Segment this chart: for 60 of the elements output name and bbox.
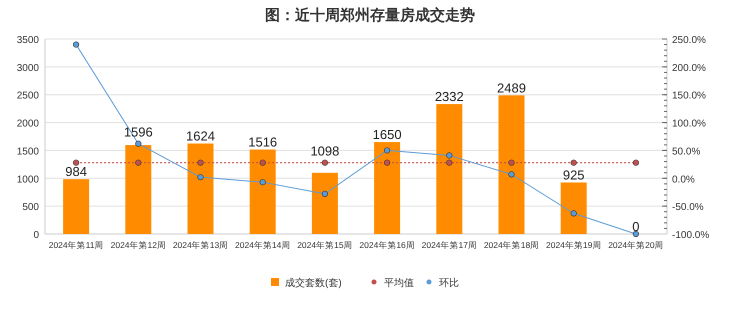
y-tick-label: 3500	[16, 35, 40, 46]
y-tick-label: 1000	[16, 174, 40, 186]
x-tick-label: 2024年第16周	[359, 240, 415, 250]
y2-tick-label: -50.0%	[672, 202, 704, 214]
point	[135, 140, 142, 147]
x-tick-label: 2024年第17周	[422, 240, 477, 250]
bar	[498, 95, 524, 234]
y-tick-label: 2500	[16, 90, 40, 102]
data-label: 1516	[248, 134, 278, 150]
chart-title: 图：近十周郑州存量房成交走势	[265, 6, 475, 24]
y2-tick-label: 200.0%	[672, 62, 706, 74]
bar	[250, 150, 276, 234]
x-tick-label: 2024年第15周	[297, 240, 353, 250]
legend-label: 平均值	[384, 277, 414, 289]
y2-tick-label: 100.0%	[672, 118, 706, 130]
legend-label: 环比	[439, 277, 459, 289]
bar	[560, 182, 587, 234]
point	[570, 210, 577, 216]
y2-tick-label: 250.0%	[672, 35, 706, 46]
data-label: 1098	[310, 144, 340, 159]
legend-成交套数(套): 成交套数(套)	[271, 278, 342, 289]
x-tick-label: 2024年第19周	[546, 240, 602, 250]
bar	[125, 145, 152, 234]
data-label: 2332	[434, 89, 464, 104]
x-tick-label: 2024年第14周	[235, 240, 290, 250]
y2-tick-label: 50.0%	[672, 146, 700, 158]
x-tick-label: 2024年第18周	[484, 240, 540, 250]
data-label: 0	[632, 219, 640, 234]
y-tick-label: 500	[22, 202, 40, 214]
y-tick-label: 0	[33, 230, 40, 241]
x-tick-label: 2024年第13周	[172, 240, 228, 250]
x-tick-label: 2024年第11周	[48, 240, 104, 250]
y2-tick-label: 0.0%	[672, 174, 695, 186]
point	[260, 179, 266, 186]
legend-环比: 环比	[426, 278, 459, 289]
data-label: 925	[562, 167, 585, 182]
data-label: 2489	[497, 80, 526, 96]
y2-tick-label: 150.0%	[672, 90, 706, 102]
bar	[374, 142, 400, 234]
y-tick-label: 1500	[16, 146, 40, 158]
legend-平均值: 平均值	[372, 278, 414, 289]
point	[197, 174, 204, 180]
legend-label: 成交套数(套)	[285, 277, 342, 289]
y-tick-label: 3000	[16, 62, 40, 74]
y-tick-label: 2000	[16, 118, 40, 130]
y2-tick-label: -100.0%	[672, 230, 710, 241]
bar	[312, 172, 338, 234]
data-label: 1650	[372, 127, 402, 142]
point	[508, 171, 515, 178]
x-tick-label: 2024年第20周	[608, 240, 664, 250]
point	[73, 41, 80, 48]
point	[384, 147, 390, 154]
point	[322, 190, 328, 197]
data-label: 984	[65, 164, 87, 180]
point	[446, 152, 452, 159]
bar	[436, 104, 462, 234]
bar	[188, 144, 214, 234]
data-label: 1624	[186, 128, 215, 144]
bar	[63, 179, 90, 234]
x-tick-label: 2024年第12周	[110, 240, 166, 250]
